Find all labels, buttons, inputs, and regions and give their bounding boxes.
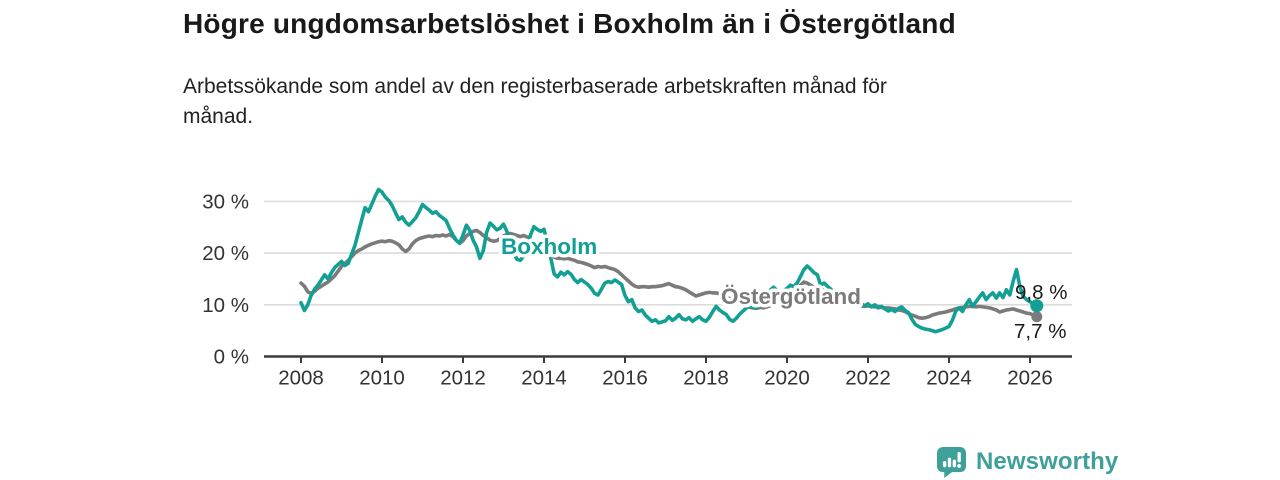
newsworthy-brand-text: Newsworthy: [976, 448, 1119, 475]
x-axis-tick-label: 2016: [602, 367, 648, 390]
series-endpoint-östergötland: [1031, 311, 1043, 323]
x-axis-tick-label: 2008: [278, 367, 324, 390]
y-axis-tick-label: 20 %: [202, 242, 249, 265]
x-axis-tick-label: 2010: [359, 367, 405, 390]
series-line-boxholm: [299, 187, 1039, 334]
series-label-östergötland: Östergötland: [721, 284, 861, 309]
chart-subtitle: Arbetssökande som andel av den registerb…: [183, 72, 1043, 132]
newsworthy-brand-link[interactable]: Newsworthy: [936, 446, 1118, 478]
y-axis-tick-label: 10 %: [202, 294, 249, 317]
x-axis-tick-label: 2020: [764, 367, 810, 390]
chart-subtitle-line-1: Arbetssökande som andel av den registerb…: [183, 75, 887, 98]
series-line-östergötland: [299, 228, 1039, 321]
series-label-boxholm: Boxholm: [501, 234, 597, 259]
x-axis-tick-label: 2012: [440, 367, 486, 390]
end-value-label-östergötland: 7,7 %: [1014, 320, 1066, 343]
x-axis-tick-label: 2018: [683, 367, 729, 390]
x-axis-tick-label: 2022: [845, 367, 891, 390]
chart-subtitle-line-2: månad.: [183, 105, 254, 128]
y-axis-tick-label: 0 %: [214, 346, 249, 369]
x-axis-tick-label: 2024: [926, 367, 972, 390]
newsworthy-logo-icon: [936, 446, 967, 478]
end-value-label-boxholm: 9,8 %: [1015, 281, 1067, 304]
y-axis-tick-label: 30 %: [202, 190, 249, 213]
chart-title: Högre ungdomsarbetslöshet i Boxholm än i…: [183, 8, 956, 39]
series-endpoint-boxholm: [1030, 299, 1044, 313]
x-axis-tick-label: 2026: [1007, 367, 1053, 390]
x-axis-tick-label: 2014: [521, 367, 567, 390]
